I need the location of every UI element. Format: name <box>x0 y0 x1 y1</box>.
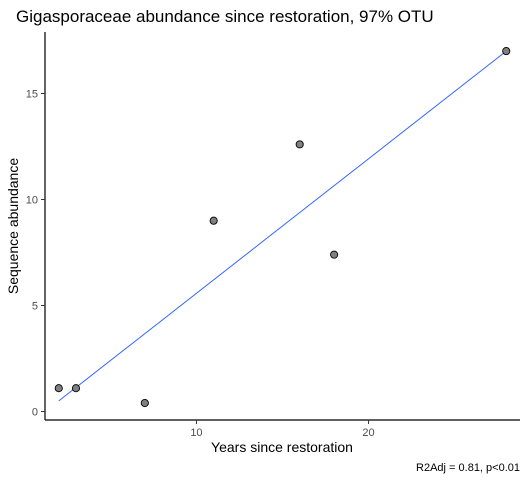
y-axis-label: Sequence abundance <box>5 158 21 294</box>
x-tick-label: 10 <box>190 427 202 439</box>
data-point <box>54 384 63 393</box>
x-axis-ticks: 10 20 <box>190 420 375 439</box>
data-point <box>295 140 304 149</box>
data-point <box>209 216 218 225</box>
data-point <box>140 398 149 408</box>
plot-area: 0 5 10 15 10 20 <box>26 32 520 439</box>
x-axis-label: Years since restoration <box>211 439 353 455</box>
chart-title: Gigasporaceae abundance since restoratio… <box>16 7 434 26</box>
stats-caption: R2Adj = 0.81, p<0.01 <box>416 462 520 474</box>
y-tick-label: 15 <box>26 88 38 100</box>
data-points <box>54 47 511 408</box>
y-axis-ticks: 0 5 10 15 <box>26 88 45 419</box>
y-tick-label: 0 <box>32 407 38 419</box>
data-point <box>502 47 511 56</box>
fit-line <box>58 50 507 402</box>
data-point <box>71 384 81 393</box>
data-point <box>330 250 339 259</box>
y-tick-label: 10 <box>26 194 38 206</box>
y-tick-label: 5 <box>32 301 38 313</box>
x-tick-label: 20 <box>362 427 374 439</box>
